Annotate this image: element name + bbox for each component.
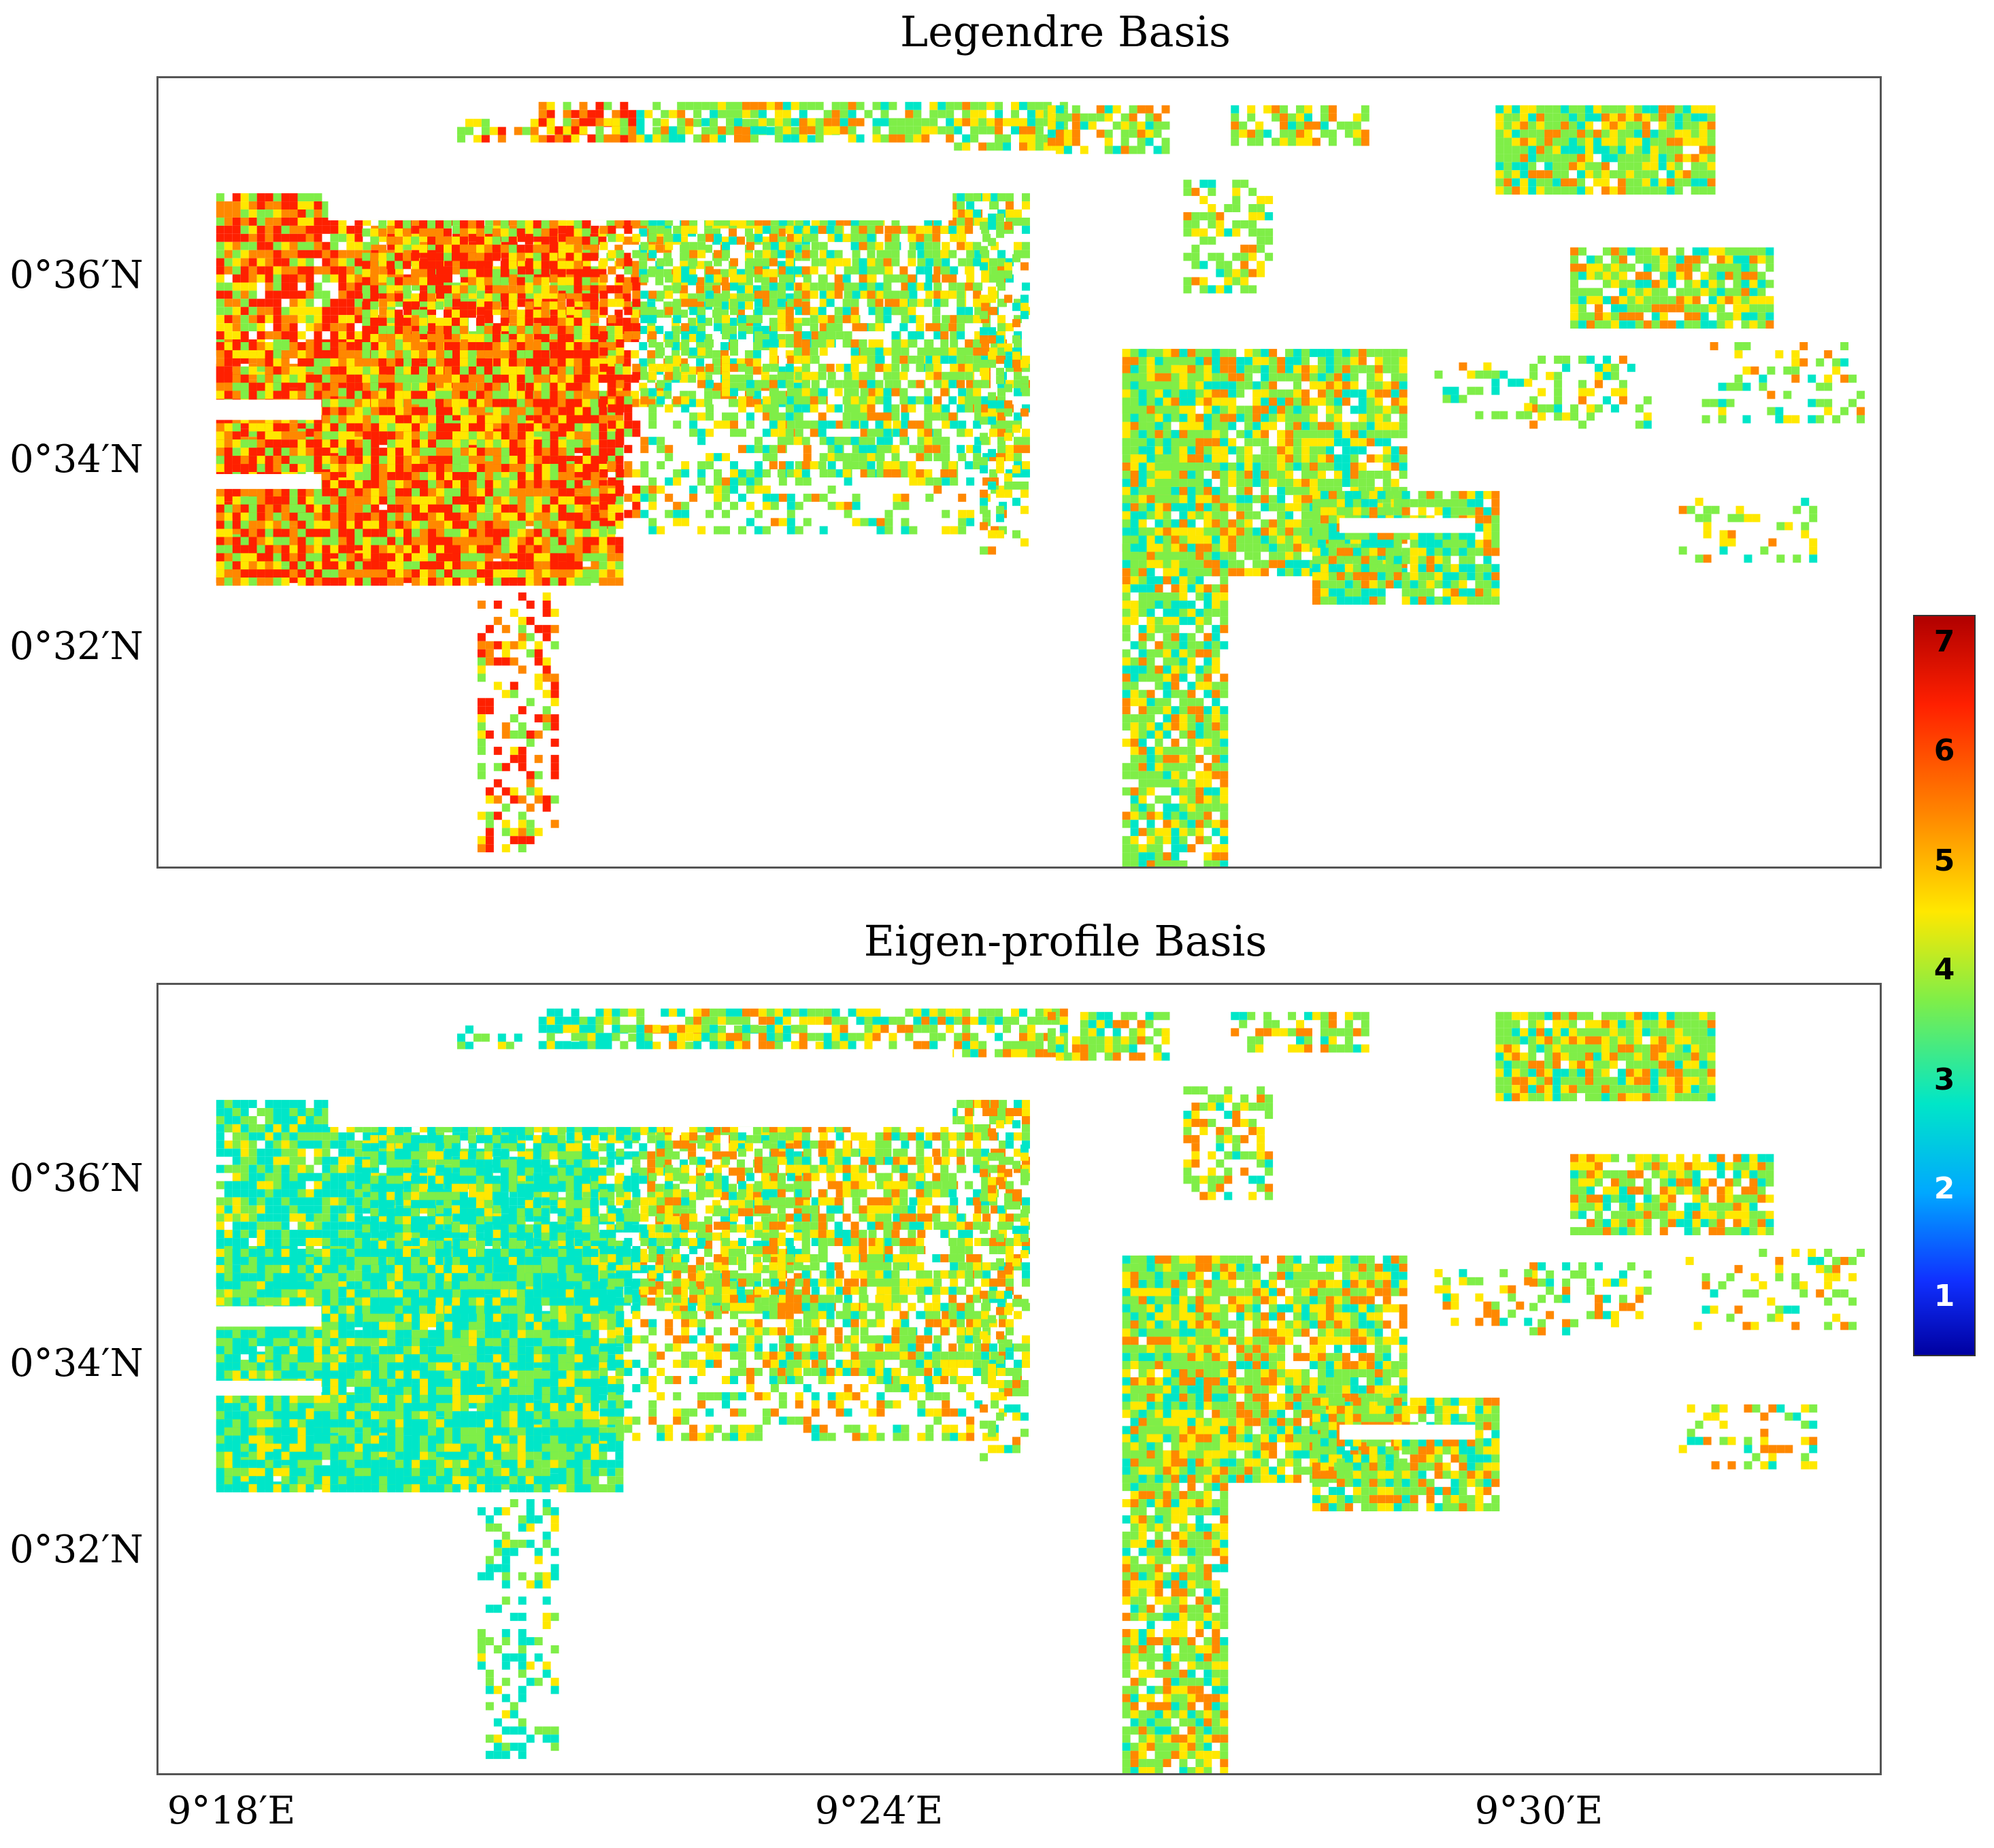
colorbar-label-4: 4 bbox=[1933, 952, 1955, 987]
colorbar bbox=[1913, 615, 1976, 1356]
panel-1-y-label-34: 0°34′N bbox=[10, 437, 144, 482]
colorbar-label-7: 7 bbox=[1933, 624, 1955, 659]
panel-2-y-label-36: 0°36′N bbox=[10, 1156, 144, 1200]
panel-2-title: Eigen-profile Basis bbox=[863, 916, 1267, 966]
panel-1-map bbox=[156, 76, 1882, 869]
x-label-9-18: 9°18′E bbox=[167, 1789, 296, 1833]
colorbar-label-1: 1 bbox=[1933, 1279, 1955, 1313]
colorbar-label-6: 6 bbox=[1933, 733, 1955, 768]
colorbar-label-3: 3 bbox=[1933, 1062, 1955, 1097]
x-label-9-24: 9°24′E bbox=[814, 1789, 944, 1833]
panel-2-map bbox=[156, 983, 1882, 1775]
panel-1-raster bbox=[159, 101, 1865, 867]
panel-1-y-label-32: 0°32′N bbox=[10, 624, 144, 669]
panel-1-title: Legendre Basis bbox=[900, 7, 1231, 56]
panel-2-y-label-34: 0°34′N bbox=[10, 1341, 144, 1385]
panel-1-y-label-36: 0°36′N bbox=[10, 253, 144, 297]
x-label-9-30: 9°30′E bbox=[1474, 1789, 1603, 1833]
colorbar-label-2: 2 bbox=[1933, 1171, 1955, 1206]
panel-2-raster bbox=[159, 1008, 1865, 1773]
panel-2-y-label-32: 0°32′N bbox=[10, 1528, 144, 1572]
colorbar-label-5: 5 bbox=[1933, 843, 1955, 878]
